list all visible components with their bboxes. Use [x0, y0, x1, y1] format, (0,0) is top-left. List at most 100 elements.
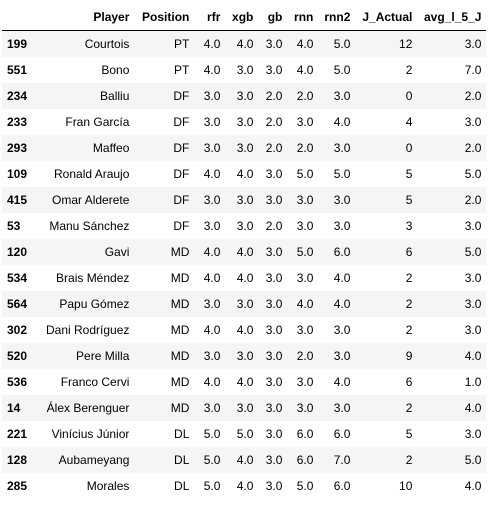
- table-row: 14 Álex Berenguer MD 3.0 3.0 3.0 3.0 3.0 2 4.0: [2, 395, 487, 421]
- table-cell: 3.0: [265, 297, 283, 311]
- table-cell: 3.0: [203, 401, 221, 415]
- table-cell: 4.0: [203, 245, 221, 259]
- table-cell: MD: [170, 323, 190, 337]
- table-cell: MD: [170, 245, 190, 259]
- table-cell: 3.0: [236, 63, 254, 77]
- table-cell: 3.0: [333, 349, 351, 363]
- table-cell: 6.0: [296, 427, 314, 441]
- table-cell: MD: [170, 375, 190, 389]
- table-row: 53 Manu Sánchez DF 3.0 3.0 2.0 3.0 3.0 3 3.0: [2, 213, 487, 239]
- table-cell: 5: [405, 427, 413, 441]
- table-cell: 2: [405, 271, 413, 285]
- table-cell: 3.0: [296, 193, 314, 207]
- table-cell: 3.0: [464, 323, 482, 337]
- table-cell: 3.0: [265, 37, 283, 51]
- column-header: Player: [41, 4, 135, 31]
- table-cell: Aubameyang: [58, 453, 130, 467]
- row-index: 534: [7, 271, 28, 285]
- table-cell: 6.0: [333, 427, 351, 441]
- table-cell: Manu Sánchez: [49, 219, 130, 233]
- table-cell: 3.0: [203, 297, 221, 311]
- column-header: rnn: [287, 4, 319, 31]
- row-index: 564: [7, 297, 28, 311]
- table-cell: 4.0: [236, 453, 254, 467]
- table-cell: DF: [173, 193, 190, 207]
- table-cell: 3.0: [333, 141, 351, 155]
- table-cell: 4.0: [464, 349, 482, 363]
- row-index: 234: [7, 89, 28, 103]
- table-cell: MD: [170, 401, 190, 415]
- table-cell: 3.0: [236, 401, 254, 415]
- table-row: 302 Dani Rodríguez MD 4.0 4.0 3.0 3.0 3.0 2 3.0: [2, 317, 487, 343]
- table-row: 536 Franco Cervi MD 4.0 4.0 3.0 3.0 4.0 6 1.0: [2, 369, 487, 395]
- table-cell: 4.0: [203, 375, 221, 389]
- table-cell: 4: [405, 115, 413, 129]
- table-cell: DF: [173, 167, 190, 181]
- table-cell: 3.0: [265, 401, 283, 415]
- table-cell: 5: [405, 193, 413, 207]
- table-cell: 3.0: [296, 323, 314, 337]
- table-cell: 6: [405, 245, 413, 259]
- column-header: Position: [134, 4, 195, 31]
- table-cell: 2.0: [464, 89, 482, 103]
- table-row: 293 Maffeo DF 3.0 3.0 2.0 2.0 3.0 0 2.0: [2, 135, 487, 161]
- table-cell: 2.0: [296, 89, 314, 103]
- table-cell: Álex Berenguer: [46, 401, 130, 415]
- table-cell: 3.0: [203, 349, 221, 363]
- table-cell: Gavi: [104, 245, 130, 259]
- table-cell: 3.0: [333, 323, 351, 337]
- table-cell: 2: [405, 401, 413, 415]
- table-cell: 3.0: [333, 219, 351, 233]
- table-row: 285 Morales DL 5.0 4.0 3.0 5.0 6.0 10 4.0: [2, 473, 487, 499]
- table-cell: 3.0: [333, 89, 351, 103]
- table-cell: 4.0: [203, 167, 221, 181]
- table-row: 551 Bono PT 4.0 3.0 3.0 4.0 5.0 2 7.0: [2, 57, 487, 83]
- dataframe-table: Player Position rfr xgb gb rnn rnn2 J_Actual avg…: [2, 4, 487, 499]
- table-cell: 3.0: [203, 193, 221, 207]
- table-cell: Dani Rodríguez: [46, 323, 130, 337]
- table-cell: 4.0: [203, 323, 221, 337]
- table-cell: 5.0: [203, 479, 221, 493]
- table-row: 109 Ronald Araujo DF 4.0 4.0 3.0 5.0 5.0 5 5.0: [2, 161, 487, 187]
- table-cell: DF: [173, 219, 190, 233]
- table-cell: 4.0: [203, 271, 221, 285]
- table-cell: Omar Alderete: [52, 193, 130, 207]
- row-index: 53: [7, 219, 21, 233]
- table-cell: 3.0: [464, 219, 482, 233]
- table-cell: DL: [174, 479, 190, 493]
- table-cell: PT: [174, 63, 190, 77]
- table-cell: Courtois: [84, 37, 130, 51]
- table-body: 199 Courtois PT 4.0 4.0 3.0 4.0 5.0 12 3.0 551 Bono…: [2, 30, 487, 499]
- table-cell: 6.0: [296, 453, 314, 467]
- table-cell: 6.0: [333, 245, 351, 259]
- row-index: 285: [7, 479, 28, 493]
- column-header: J_Actual: [355, 4, 418, 31]
- table-cell: 3.0: [296, 219, 314, 233]
- table-row: 520 Pere Milla MD 3.0 3.0 3.0 2.0 3.0 9 4.0: [2, 343, 487, 369]
- table-cell: MD: [170, 349, 190, 363]
- table-cell: 3.0: [236, 297, 254, 311]
- table-header: Player Position rfr xgb gb rnn rnn2 J_Actual avg…: [2, 4, 487, 31]
- table-cell: 5.0: [203, 453, 221, 467]
- table-cell: DL: [174, 453, 190, 467]
- row-index: 120: [7, 245, 28, 259]
- table-cell: 5.0: [464, 453, 482, 467]
- table-cell: 2.0: [464, 193, 482, 207]
- table-cell: 3.0: [296, 401, 314, 415]
- table-cell: 3.0: [296, 115, 314, 129]
- table-cell: 4.0: [296, 63, 314, 77]
- table-cell: 1.0: [464, 375, 482, 389]
- table-cell: 3.0: [464, 427, 482, 441]
- table-row: 221 Vinícius Júnior DL 5.0 5.0 3.0 6.0 6.0 5 3.0: [2, 421, 487, 447]
- table-row: 564 Papu Gómez MD 3.0 3.0 3.0 4.0 4.0 2 3.0: [2, 291, 487, 317]
- table-cell: 4.0: [236, 167, 254, 181]
- column-header: gb: [258, 4, 288, 31]
- table-cell: 3.0: [265, 245, 283, 259]
- column-header: xgb: [225, 4, 259, 31]
- table-cell: 3.0: [203, 115, 221, 129]
- column-header: rfr: [194, 4, 226, 31]
- row-index: 14: [7, 401, 21, 415]
- row-index: 233: [7, 115, 28, 129]
- table-cell: 2: [405, 297, 413, 311]
- table-cell: 2: [405, 453, 413, 467]
